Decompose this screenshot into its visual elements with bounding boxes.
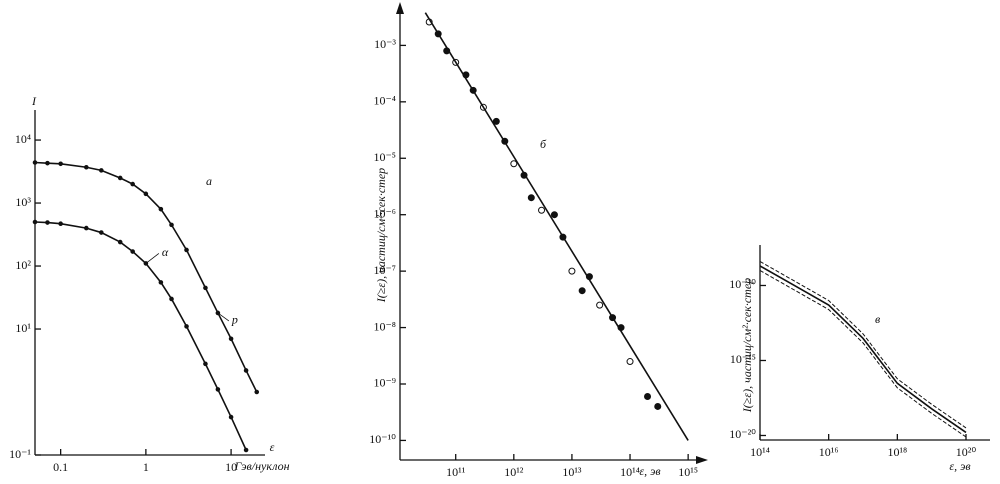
data-point <box>32 160 38 165</box>
data-point <box>45 220 50 225</box>
data-point <box>510 160 518 168</box>
y-tick-label: 10⁻¹⁵ <box>730 352 756 366</box>
y-tick-label: 10¹ <box>15 321 31 335</box>
data-point <box>568 267 576 275</box>
x-tick-label: 10²⁰ <box>956 445 977 459</box>
x-tick-label: 10¹⁵ <box>678 465 698 479</box>
panel-label: б <box>540 137 547 151</box>
data-point <box>84 164 89 170</box>
leader-line <box>145 253 160 264</box>
y-tick-label: 10⁻⁸ <box>373 319 396 333</box>
x-tick-label: 10¹⁴ <box>620 465 640 479</box>
data-point <box>84 225 89 231</box>
data-point <box>527 194 535 202</box>
y-axis-label: I(≥ε), частиц/см²·сек·стер <box>740 278 754 413</box>
data-point <box>99 168 104 173</box>
x-axis-label: ε, эв <box>639 464 660 478</box>
data-point <box>130 181 135 187</box>
data-point <box>143 191 149 197</box>
x-tick-label: 10¹⁶ <box>819 445 839 459</box>
data-point <box>578 287 586 295</box>
x-tick-label: 10 <box>225 460 237 474</box>
y-tick-label: 10⁻²⁰ <box>729 427 756 441</box>
y-tick-label: 10⁻¹⁰ <box>369 432 396 446</box>
data-point <box>130 249 135 254</box>
leader-line <box>217 312 230 322</box>
y-axis-label: I(≥ε), частиц/см²·сек·стер <box>374 168 388 303</box>
data-point <box>538 206 546 214</box>
data-point <box>203 361 208 367</box>
y-tick-label: 10⁻³ <box>374 37 396 51</box>
x-tick-label: 10¹³ <box>562 465 582 479</box>
y-tick-label: 10⁻⁹ <box>373 376 396 390</box>
data-point <box>596 301 604 309</box>
y-axis-label: I <box>31 94 37 108</box>
panel-label: в <box>875 312 880 326</box>
data-point <box>644 393 652 401</box>
data-point <box>158 280 164 285</box>
x-axis-unit: Гэв/нуклон <box>233 459 289 473</box>
y-tick-label: 10⁴ <box>15 132 31 146</box>
data-point <box>254 389 260 395</box>
axis-arrow <box>696 456 708 464</box>
x-axis-label: ε, эв <box>949 459 970 473</box>
series-line <box>424 12 689 441</box>
data-point <box>32 219 38 225</box>
data-point <box>243 368 249 373</box>
series-line <box>759 265 967 434</box>
series-line <box>759 261 967 429</box>
data-point <box>184 247 189 253</box>
x-axis-label: ε <box>270 440 275 454</box>
series-line <box>34 221 247 451</box>
x-tick-label: 10¹⁴ <box>750 445 770 459</box>
y-tick-label: 10³ <box>15 195 31 209</box>
y-tick-label: 10⁻⁷ <box>373 263 396 277</box>
data-point <box>184 324 189 329</box>
x-tick-label: 10¹² <box>504 465 524 479</box>
series-line <box>759 270 967 438</box>
y-tick-label: 10⁻⁶ <box>373 206 396 220</box>
data-point <box>626 358 634 366</box>
x-tick-label: 10¹¹ <box>446 465 466 479</box>
series-line <box>34 161 258 393</box>
x-tick-label: 1 <box>143 460 149 474</box>
data-point <box>45 160 50 166</box>
y-tick-label: 10⁻¹⁰ <box>729 277 756 291</box>
data-point <box>243 447 249 453</box>
data-point <box>228 336 234 342</box>
data-point <box>58 161 63 167</box>
x-tick-label: 0.1 <box>53 460 68 474</box>
data-point <box>169 222 174 228</box>
data-point <box>550 211 558 219</box>
data-point <box>654 402 662 410</box>
y-tick-label: 10² <box>15 258 31 272</box>
data-point <box>117 239 123 245</box>
y-tick-label: 10⁻⁴ <box>373 94 396 108</box>
data-point <box>492 117 500 125</box>
data-point <box>169 296 174 302</box>
data-point <box>158 206 164 212</box>
data-point <box>99 230 104 235</box>
panel-label: а <box>206 174 212 188</box>
data-point <box>203 285 208 291</box>
data-point <box>58 221 63 226</box>
data-point <box>215 387 221 392</box>
data-point <box>117 175 123 181</box>
series-label: p <box>231 313 238 327</box>
x-tick-label: 10¹⁸ <box>887 445 907 459</box>
y-tick-label: 10⁻¹ <box>9 447 31 461</box>
data-point <box>228 414 234 420</box>
y-tick-label: 10⁻⁵ <box>373 150 396 164</box>
series-label: α <box>162 245 169 259</box>
